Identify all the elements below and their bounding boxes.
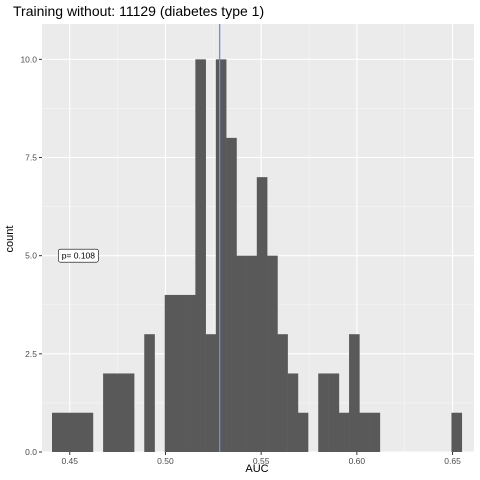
histogram-bar — [113, 373, 125, 452]
histogram-bar — [164, 294, 176, 452]
histogram-bar — [205, 334, 217, 452]
x-tick-label: 0.45 — [61, 456, 78, 466]
y-tick-label: 2.5 — [25, 349, 37, 359]
histogram-bar — [52, 412, 63, 452]
x-tick-label: 0.55 — [253, 456, 270, 466]
histogram-bar — [338, 412, 350, 452]
histogram-bar — [62, 412, 73, 452]
y-axis: 0.0 2.5 5.0 7.5 10.0 — [20, 54, 42, 457]
histogram-bar — [277, 334, 288, 452]
x-tick-label: 0.60 — [349, 456, 366, 466]
y-tick-label: 7.5 — [25, 153, 37, 163]
histogram-bar — [267, 255, 278, 452]
x-axis-title: AUC — [245, 463, 268, 475]
y-tick-label: 5.0 — [25, 251, 37, 261]
histogram-bar — [256, 177, 268, 452]
histogram-bar — [123, 373, 135, 452]
histogram-bars — [52, 59, 463, 453]
histogram-bar — [72, 412, 84, 452]
histogram-bar — [328, 373, 340, 452]
histogram-bar — [297, 412, 309, 452]
histogram-bar — [349, 334, 360, 452]
histogram-bar — [195, 59, 206, 453]
annotation-text: p= 0.108 — [62, 251, 96, 261]
histogram-bar — [82, 412, 94, 452]
histogram-bar — [185, 294, 196, 452]
histogram-bar — [236, 255, 247, 452]
y-tick-label: 0.0 — [25, 447, 37, 457]
histogram-bar — [369, 412, 381, 452]
annotation-box — [58, 248, 99, 263]
histogram-bar — [451, 412, 463, 452]
histogram-bar — [226, 137, 237, 452]
histogram-bar — [103, 373, 114, 452]
chart-title: Training without: 11129 (diabetes type 1… — [13, 3, 264, 19]
histogram-bar — [144, 334, 155, 452]
x-tick-label: 0.50 — [157, 456, 174, 466]
y-axis-title: count — [4, 226, 16, 253]
x-axis: 0.45 0.50 0.55 0.60 0.65 — [61, 452, 461, 466]
histogram-bar — [246, 255, 258, 452]
histogram-bar — [318, 373, 329, 452]
histogram-bar — [287, 373, 299, 452]
x-tick-label: 0.65 — [444, 456, 461, 466]
histogram-bar — [215, 59, 227, 453]
y-tick-label: 10.0 — [20, 54, 37, 64]
histogram-bar — [174, 294, 186, 452]
histogram-bar — [359, 412, 370, 452]
p-value-annotation: p= 0.108 — [58, 248, 99, 263]
